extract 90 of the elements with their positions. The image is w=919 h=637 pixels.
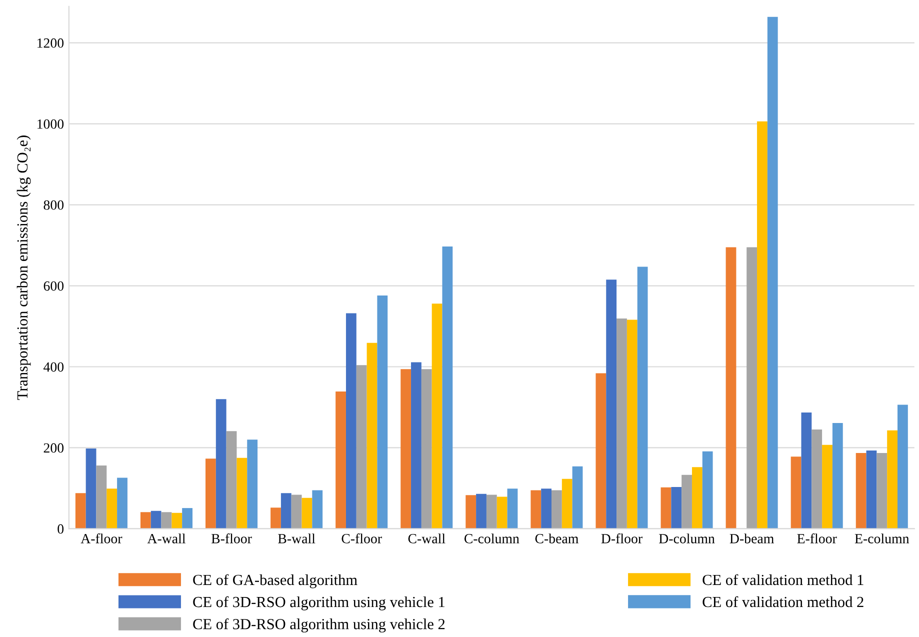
bar [421, 369, 432, 529]
bar [876, 452, 888, 529]
bar [702, 451, 713, 529]
x-tick-label: D-floor [601, 533, 642, 544]
bar [767, 16, 778, 529]
bar [432, 304, 442, 529]
bar [226, 431, 237, 529]
bar [411, 362, 422, 529]
bar [106, 488, 118, 529]
bar [866, 450, 877, 529]
x-tick-label: E-column [854, 534, 910, 544]
bar [486, 494, 497, 529]
bar [75, 493, 86, 529]
bar [216, 399, 226, 529]
y-tick-label: 0 [58, 524, 64, 534]
bar [312, 490, 323, 529]
bar [596, 373, 606, 529]
x-tick-label: D-column [659, 534, 715, 544]
bar [757, 121, 768, 529]
x-tick-label: A-floor [80, 533, 122, 544]
bar [270, 508, 281, 529]
y-tick-label: 1000 [38, 119, 64, 129]
bar [812, 430, 822, 529]
legend-label: CE of 3D-RSO algorithm using vehicle 2 [193, 618, 445, 632]
bar [206, 458, 216, 529]
x-tick-label: B-wall [278, 534, 316, 544]
y-tick-label: 800 [44, 200, 64, 210]
bar [530, 490, 542, 529]
bar [236, 458, 248, 529]
x-tick-label: A-wall [147, 534, 186, 544]
bar [692, 467, 702, 529]
bar [377, 295, 388, 529]
bar [897, 404, 908, 529]
bar [682, 474, 692, 529]
x-tick-label: C-wall [408, 534, 446, 544]
bar [182, 508, 192, 529]
y-tick-label: 400 [44, 362, 64, 372]
bar [96, 466, 107, 529]
bar [400, 369, 412, 529]
y-tick-label: 200 [44, 443, 64, 453]
bar [887, 430, 898, 529]
bar [476, 494, 486, 529]
bar [671, 487, 682, 529]
bar [856, 452, 866, 529]
y-tick-label: 1200 [38, 38, 64, 48]
bar [280, 493, 292, 529]
bar [161, 512, 172, 529]
bar [507, 488, 518, 529]
bar [346, 313, 356, 529]
bar [541, 488, 552, 529]
bar [291, 494, 302, 529]
legend-label: CE of 3D-RSO algorithm using vehicle 1 [193, 596, 444, 610]
legend-label: CE of GA-based algorithm [193, 574, 358, 588]
y-tick-label: 600 [44, 281, 64, 291]
bar [442, 246, 453, 529]
bar [356, 365, 367, 529]
x-tick-label: E-floor [797, 533, 837, 544]
bar [552, 490, 562, 529]
bar [637, 266, 648, 529]
bar [726, 247, 736, 529]
legend-label: CE of validation method 1 [702, 574, 864, 586]
bar [626, 320, 638, 529]
bar [832, 423, 843, 529]
bar [562, 478, 572, 529]
bar [150, 510, 162, 529]
x-tick-label: C-floor [342, 533, 382, 544]
bar [616, 318, 627, 529]
bar [366, 342, 378, 529]
legend-label: CE of validation method 2 [702, 596, 864, 608]
bar [572, 466, 583, 529]
bar [606, 280, 617, 529]
x-tick-label: C-column [464, 534, 520, 544]
bar [746, 247, 758, 529]
x-tick-label: B-floor [211, 533, 252, 544]
bar [822, 444, 832, 529]
bar [302, 498, 312, 529]
x-tick-label: C-beam [535, 534, 578, 544]
bar [801, 412, 812, 529]
bar [247, 440, 258, 529]
y-axis-title: Transportation carbon emissions (kg CO₂e) [16, 136, 31, 400]
bar [86, 448, 96, 529]
bar [790, 456, 802, 529]
x-tick-label: D-beam [730, 534, 774, 544]
bar [172, 512, 182, 529]
bar [496, 496, 508, 529]
bar [117, 478, 128, 529]
bar [336, 391, 346, 529]
bar [660, 487, 672, 529]
bar [466, 495, 476, 529]
bar [140, 512, 151, 529]
